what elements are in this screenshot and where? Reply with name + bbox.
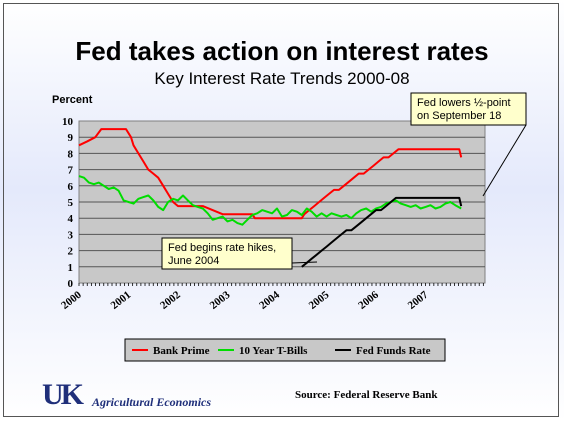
legend: Bank Prime 10 Year T-Bills Fed Funds Rate <box>124 338 446 362</box>
x-tick-label: 2000 <box>59 289 84 312</box>
legend-label: 10 Year T-Bills <box>239 345 308 357</box>
x-tick-label: 2006 <box>356 289 381 312</box>
x-tick-label: 2003 <box>208 289 233 312</box>
legend-item: Bank Prime <box>132 345 210 357</box>
annotation-leader <box>482 124 527 197</box>
annotation-text: on September 18 <box>417 110 501 122</box>
x-tick-label: 2004 <box>257 289 282 312</box>
y-tick-label: 8 <box>68 148 74 160</box>
legend-label: Fed Funds Rate <box>356 345 431 357</box>
annotation-text: Fed begins rate hikes, <box>168 242 276 254</box>
y-tick-label: 3 <box>68 229 74 241</box>
y-tick-label: 0 <box>68 278 74 290</box>
y-tick-label: 5 <box>68 197 74 209</box>
y-tick-label: 7 <box>68 165 74 177</box>
annotation-text: Fed lowers ½-point <box>417 97 511 109</box>
source-note: Source: Federal Reserve Bank <box>295 389 438 401</box>
logo-text: Agricultural Economics <box>92 395 212 409</box>
legend-item: 10 Year T-Bills <box>218 345 308 357</box>
x-tick-label: 2001 <box>109 289 134 312</box>
x-tick-label: 2007 <box>406 289 431 312</box>
series-line-10-year-t-bills <box>78 175 462 226</box>
series-lines <box>78 128 463 268</box>
annotation-leader <box>291 261 318 264</box>
y-tick-label: 9 <box>68 132 74 144</box>
logo-letters: UK <box>42 378 84 411</box>
y-tick-label: 4 <box>68 213 74 225</box>
y-axis-label: Percent <box>52 94 93 106</box>
legend-item: Fed Funds Rate <box>335 345 431 357</box>
y-tick-label: 6 <box>68 181 74 193</box>
annotation-text: June 2004 <box>168 255 219 267</box>
chart-title: Key Interest Rate Trends 2000-08 <box>154 69 410 88</box>
x-tick-label: 2005 <box>307 289 332 312</box>
x-tick-label: 2002 <box>158 289 183 312</box>
series-line-bank-prime <box>78 128 463 220</box>
series-line-fed-funds-rate <box>301 196 463 268</box>
annotation-callout: Fed begins rate hikes,June 2004 <box>161 237 318 270</box>
page-title: Fed takes action on interest rates <box>75 36 489 66</box>
legend-box <box>124 338 446 362</box>
y-axis-tick-labels: 0 1 2 3 4 5 6 7 8 9 10 <box>62 116 74 290</box>
uk-ag-econ-logo: UK Agricultural Economics <box>42 378 211 412</box>
x-axis: 2000 2001 2002 2003 2004 2005 2006 2007 <box>59 283 484 312</box>
y-tick-label: 10 <box>62 116 74 128</box>
annotation-box <box>410 92 527 126</box>
y-tick-label: 1 <box>68 262 74 274</box>
annotation-box <box>161 237 293 270</box>
legend-label: Bank Prime <box>153 345 210 357</box>
y-tick-label: 2 <box>68 246 74 258</box>
